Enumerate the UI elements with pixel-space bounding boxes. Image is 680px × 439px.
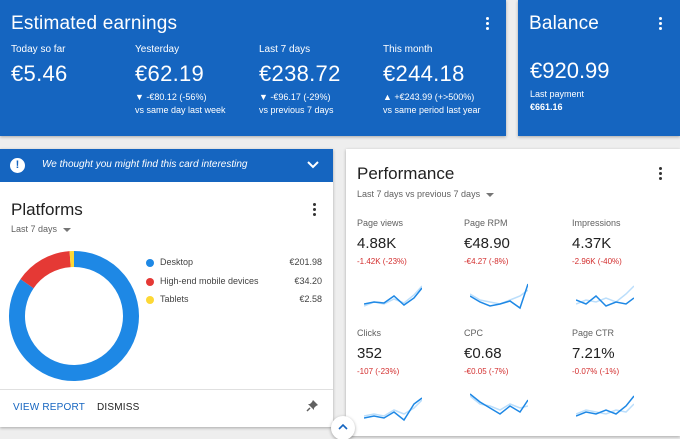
metric-change: -2.96K (-40%) xyxy=(572,257,622,266)
metric-page-views[interactable]: Page views 4.88K -1.42K (-23%) xyxy=(357,218,457,266)
metric-page-rpm[interactable]: Page RPM €48.90 -€4.27 (-8%) xyxy=(464,218,564,266)
estimated-earnings-card: Estimated earnings Today so far €5.46 Ye… xyxy=(0,0,506,136)
banner-text: We thought you might find this card inte… xyxy=(42,159,248,170)
metric-cpc[interactable]: CPC €0.68 -€0.05 (-7%) xyxy=(464,328,564,376)
last-payment-value: €661.16 xyxy=(530,102,563,112)
view-report-button[interactable]: VIEW REPORT xyxy=(13,402,86,413)
sparkline-clicks xyxy=(364,397,422,422)
sparkline-cpc xyxy=(470,393,528,415)
range-label: Last 7 days vs previous 7 days xyxy=(357,189,481,199)
performance-card: Performance Last 7 days vs previous 7 da… xyxy=(346,149,680,436)
metric-change: -107 (-23%) xyxy=(357,367,400,376)
legend-dot xyxy=(146,296,154,304)
legend-value: €34.20 xyxy=(294,276,322,286)
metric-label: Today so far xyxy=(11,44,66,55)
more-vert-icon[interactable] xyxy=(312,203,316,217)
estimated-earnings-title: Estimated earnings xyxy=(11,13,178,34)
earnings-yesterday: Yesterday €62.19 ▼ -€80.12 (-56%) vs sam… xyxy=(135,44,226,115)
alert-icon: ! xyxy=(10,158,25,173)
metric-change: -1.42K (-23%) xyxy=(357,257,407,266)
metric-label: CPC xyxy=(464,328,484,338)
metric-value: €48.90 xyxy=(464,235,510,252)
sparkline-page-views xyxy=(364,285,422,307)
donut-slice-high-end-mobile[interactable] xyxy=(20,251,72,289)
metric-change: ▲ +€243.99 (+>500%) xyxy=(383,92,475,102)
metric-comparison: vs same day last week xyxy=(135,105,226,115)
earnings-last-7-days: Last 7 days €238.72 ▼ -€96.17 (-29%) vs … xyxy=(259,44,341,115)
donut-slice-desktop[interactable] xyxy=(9,251,139,381)
card-divider xyxy=(0,389,333,390)
suggestion-banner[interactable]: ! We thought you might find this card in… xyxy=(0,149,333,182)
legend-value: €2.58 xyxy=(299,294,322,304)
platforms-card: ! We thought you might find this card in… xyxy=(0,149,333,427)
dropdown-caret-icon xyxy=(486,192,495,197)
metric-value: €244.18 xyxy=(383,61,465,86)
legend-name: Desktop xyxy=(160,257,194,267)
last-payment-label: Last payment xyxy=(530,89,585,99)
metric-label: Last 7 days xyxy=(259,44,311,55)
sparkline-impressions xyxy=(576,285,634,307)
earnings-this-month: This month €244.18 ▲ +€243.99 (+>500%) v… xyxy=(383,44,481,115)
metric-value: €5.46 xyxy=(11,61,68,86)
metric-label: Page RPM xyxy=(464,218,508,228)
metric-impressions[interactable]: Impressions 4.37K -2.96K (-40%) xyxy=(572,218,672,266)
metric-value: 352 xyxy=(357,345,383,362)
metric-value: 4.88K xyxy=(357,235,397,252)
more-vert-icon[interactable] xyxy=(658,167,662,181)
performance-range-select[interactable]: Last 7 days vs previous 7 days xyxy=(357,189,495,199)
platforms-range-select[interactable]: Last 7 days xyxy=(11,224,72,234)
dropdown-caret-icon xyxy=(63,227,72,232)
legend-dot xyxy=(146,259,154,267)
platforms-donut-chart xyxy=(9,251,139,381)
earnings-today: Today so far €5.46 xyxy=(11,44,68,87)
metric-change: ▼ -€96.17 (-29%) xyxy=(259,92,331,102)
legend-dot xyxy=(146,278,154,286)
more-vert-icon[interactable] xyxy=(485,17,489,31)
metric-change: -€0.05 (-7%) xyxy=(464,367,509,376)
sparkline-page-rpm xyxy=(470,283,528,310)
legend-name: Tablets xyxy=(160,294,189,304)
scroll-up-button[interactable] xyxy=(331,416,355,439)
metric-comparison: vs same period last year xyxy=(383,105,481,115)
metric-label: Yesterday xyxy=(135,44,180,55)
metric-change: ▼ -€80.12 (-56%) xyxy=(135,92,207,102)
dismiss-button[interactable]: DISMISS xyxy=(97,402,140,413)
balance-card: Balance €920.99 Last payment €661.16 xyxy=(518,0,680,136)
pin-icon[interactable] xyxy=(306,399,319,415)
metric-value: 7.21% xyxy=(572,345,615,362)
legend-value: €201.98 xyxy=(289,257,322,267)
range-label: Last 7 days xyxy=(11,224,58,234)
legend-name: High-end mobile devices xyxy=(160,276,259,286)
metric-label: This month xyxy=(383,44,433,55)
metric-clicks[interactable]: Clicks 352 -107 (-23%) xyxy=(357,328,457,376)
platforms-title: Platforms xyxy=(11,200,83,219)
metric-change: -0.07% (-1%) xyxy=(572,367,620,376)
chevron-down-icon[interactable] xyxy=(307,158,319,172)
balance-title: Balance xyxy=(529,13,600,34)
metric-change: -€4.27 (-8%) xyxy=(464,257,509,266)
sparkline-page-ctr xyxy=(576,395,634,417)
metric-comparison: vs previous 7 days xyxy=(259,105,334,115)
more-vert-icon[interactable] xyxy=(658,17,662,31)
metric-label: Clicks xyxy=(357,328,381,338)
metric-label: Page CTR xyxy=(572,328,615,338)
performance-title: Performance xyxy=(357,164,455,183)
metric-value: €238.72 xyxy=(259,61,341,86)
balance-value: €920.99 xyxy=(530,58,610,83)
metric-label: Impressions xyxy=(572,218,621,228)
metric-label: Page views xyxy=(357,218,404,228)
metric-value: €0.68 xyxy=(464,345,502,362)
metric-page-ctr[interactable]: Page CTR 7.21% -0.07% (-1%) xyxy=(572,328,672,376)
metric-value: 4.37K xyxy=(572,235,612,252)
metric-value: €62.19 xyxy=(135,61,205,86)
